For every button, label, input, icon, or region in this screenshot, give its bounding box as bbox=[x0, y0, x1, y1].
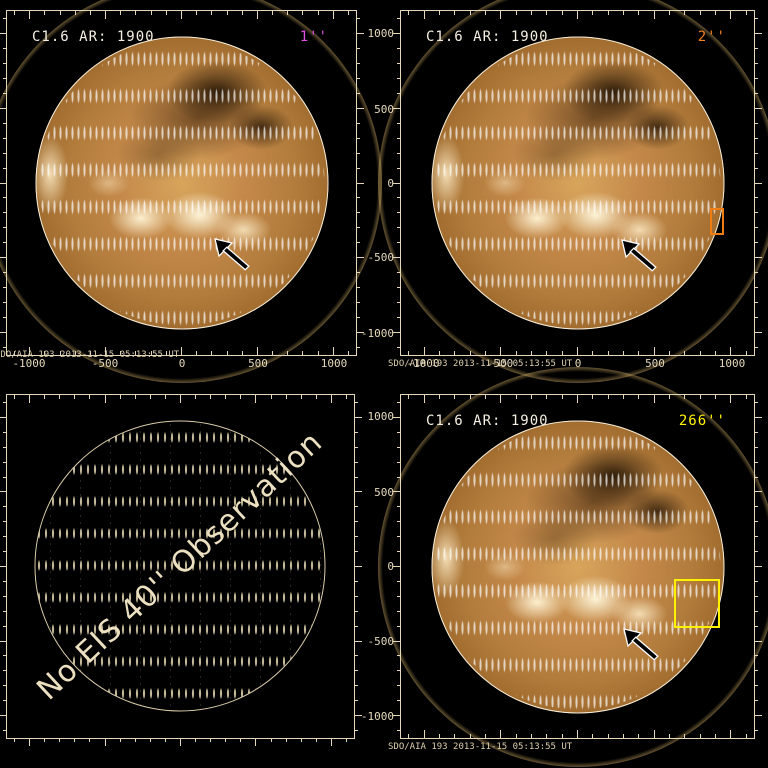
y-tick-label: -1000 bbox=[360, 327, 394, 340]
y-tick-label: -500 bbox=[367, 635, 395, 648]
active-region-arrow bbox=[621, 239, 657, 272]
x-tick-label: -1000 bbox=[12, 357, 46, 370]
active-region-arrow bbox=[214, 238, 250, 271]
x-tick-label: 1000 bbox=[718, 357, 746, 370]
y-tick-label: 500 bbox=[374, 103, 394, 116]
plot-frame bbox=[393, 394, 762, 739]
plot-frame bbox=[0, 10, 364, 356]
panel-title: C1.6 AR: 1900 bbox=[426, 29, 549, 45]
slit-width-label: 1'' bbox=[299, 29, 328, 45]
x-tick-label: 500 bbox=[645, 357, 665, 370]
y-tick-label: 0 bbox=[387, 177, 394, 190]
y-tick-label: 1000 bbox=[367, 410, 395, 423]
plot-frame bbox=[393, 10, 762, 356]
observation-timestamp: SDO/AIA 193 2013-11-15 05:13:55 UT bbox=[388, 359, 573, 369]
panel-title: C1.6 AR: 1900 bbox=[32, 29, 155, 45]
x-tick-label: -500 bbox=[91, 357, 119, 370]
solar-limb-circle bbox=[431, 36, 724, 330]
eis-fov-box-266arcsec bbox=[674, 579, 720, 628]
y-tick-label: 500 bbox=[374, 486, 394, 499]
active-region-arrow bbox=[623, 628, 659, 661]
x-tick-label: 0 bbox=[574, 357, 582, 370]
slit-width-label: 266'' bbox=[678, 413, 726, 429]
observation-timestamp: SDO/AIA 193 2013-11-15 05:13:55 UT bbox=[0, 350, 180, 360]
y-tick-label: 1000 bbox=[367, 27, 395, 40]
y-tick-label: 0 bbox=[387, 560, 394, 573]
wireframe-solar-globe bbox=[34, 420, 326, 712]
x-tick-label: 0 bbox=[178, 357, 186, 370]
solar-limb-circle bbox=[431, 420, 724, 713]
y-tick-label: -500 bbox=[367, 251, 395, 264]
observation-timestamp: SDO/AIA 193 2013-11-15 05:13:55 UT bbox=[388, 742, 573, 752]
x-tick-label: 500 bbox=[248, 357, 268, 370]
x-tick-label: -1000 bbox=[406, 357, 440, 370]
plot-frame bbox=[0, 394, 362, 746]
x-tick-label: 1000 bbox=[320, 357, 348, 370]
solar-limb-circle bbox=[35, 36, 328, 330]
panel-title: C1.6 AR: 1900 bbox=[426, 413, 549, 429]
slit-width-label: 2'' bbox=[697, 29, 726, 45]
x-tick-label: -500 bbox=[486, 357, 514, 370]
y-tick-label: -1000 bbox=[360, 710, 394, 723]
eis-fov-box-2arcsec bbox=[710, 208, 724, 235]
